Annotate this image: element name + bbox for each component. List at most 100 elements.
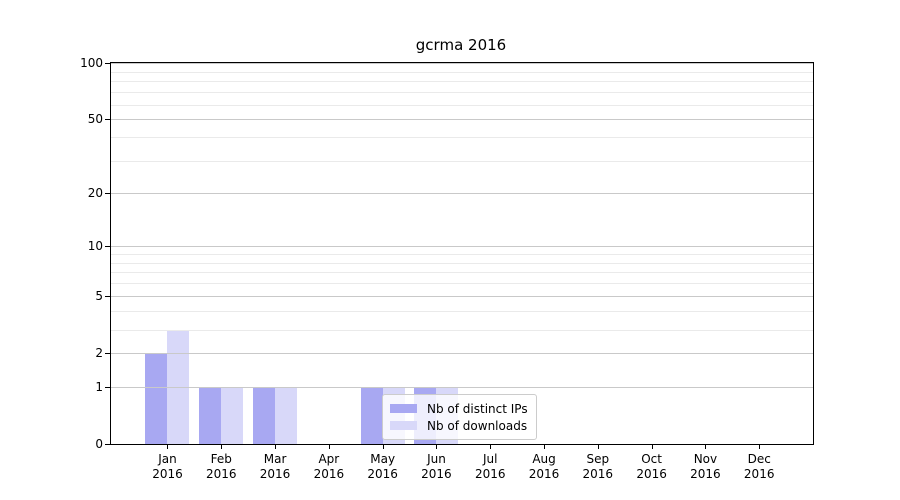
grid-layer <box>111 63 813 444</box>
minor-gridline <box>111 71 813 73</box>
x-tick-mark <box>167 444 169 449</box>
minor-gridline <box>111 137 813 139</box>
minor-gridline <box>111 311 813 313</box>
x-tick-label-line: 2016 <box>582 467 614 481</box>
plot-area: 0 1 2 5 10 20 50 100 Jan 2016 Feb 2016 Mar 2016 Apr 201… <box>80 56 814 481</box>
y-tick-mark <box>105 119 110 121</box>
minor-gridline <box>111 104 813 106</box>
y-tick-mark <box>105 353 110 355</box>
legend-swatch-downloads <box>390 421 417 430</box>
x-tick-label-line: 2016 <box>528 467 560 481</box>
y-tick-label: 5 <box>95 289 103 304</box>
x-tick-label-line: 2016 <box>259 467 291 481</box>
x-tick-label: Dec 2016 <box>729 452 789 482</box>
bar-distinct-ips <box>199 386 222 444</box>
minor-gridline <box>111 160 813 162</box>
legend-item-downloads: Nb of downloads <box>390 417 528 434</box>
y-tick-label: 0 <box>95 437 103 451</box>
minor-gridline <box>111 272 813 274</box>
x-tick-mark <box>705 444 707 449</box>
y-tick-label: 2 <box>95 346 103 361</box>
bar-distinct-ips <box>145 353 168 444</box>
legend-item-distinct-ips: Nb of distinct IPs <box>390 400 528 417</box>
minor-gridline <box>111 262 813 264</box>
x-tick-label-line: Jan <box>158 452 177 466</box>
minor-gridline <box>111 92 813 94</box>
x-tick-label-line: 2016 <box>367 467 398 481</box>
x-tick-label: Jul 2016 <box>460 452 520 482</box>
bar-downloads <box>221 386 244 444</box>
x-tick-label-line: Jun <box>427 452 446 466</box>
legend-label-distinct-ips: Nb of distinct IPs <box>427 401 528 416</box>
y-tick-label: 10 <box>87 239 103 254</box>
x-tick-label-line: Oct <box>641 452 662 466</box>
minor-gridline <box>111 283 813 285</box>
x-tick-label: Sep 2016 <box>568 452 628 482</box>
major-gridline <box>111 353 813 355</box>
bar-distinct-ips <box>360 386 383 444</box>
y-tick-mark <box>105 296 110 298</box>
x-tick-mark <box>328 444 330 449</box>
x-tick-mark <box>221 444 223 449</box>
x-tick-label: Oct 2016 <box>622 452 682 482</box>
x-tick-mark <box>651 444 653 449</box>
x-tick-label: Aug 2016 <box>514 452 574 482</box>
x-tick-mark <box>597 444 599 449</box>
x-tick-mark <box>759 444 761 449</box>
x-tick-label-line: Apr <box>318 452 340 466</box>
legend-swatch-distinct-ips <box>390 404 417 413</box>
x-tick-label-line: Jul <box>482 452 498 466</box>
x-tick-label-line: 2016 <box>205 467 237 481</box>
x-tick-label-line: Nov <box>693 452 718 466</box>
x-tick-label-line: 2016 <box>690 467 721 481</box>
x-tick-label: Mar 2016 <box>245 452 305 482</box>
x-tick-label-line: 2016 <box>474 467 506 481</box>
minor-gridline <box>111 253 813 255</box>
y-tick-label: 50 <box>87 112 103 127</box>
major-gridline <box>111 119 813 121</box>
y-tick-mark <box>105 192 110 194</box>
x-tick-label: Nov 2016 <box>675 452 735 482</box>
x-tick-label-line: Sep <box>586 452 610 466</box>
x-tick-label: Apr 2016 <box>299 452 359 482</box>
x-tick-label-line: 2016 <box>152 467 183 481</box>
major-gridline <box>111 63 813 64</box>
x-tick-mark <box>275 444 277 449</box>
x-tick-label-line: 2016 <box>313 467 345 481</box>
x-tick-label-line: May <box>370 452 396 466</box>
x-tick-label-line: 2016 <box>743 467 775 481</box>
major-gridline <box>111 192 813 194</box>
y-tick-label: 1 <box>95 379 103 394</box>
y-tick-mark <box>105 246 110 248</box>
x-tick-mark <box>382 444 384 449</box>
y-tick-label: 20 <box>87 185 103 200</box>
x-tick-label-line: 2016 <box>636 467 667 481</box>
major-gridline <box>111 386 813 388</box>
x-tick-label-line: 2016 <box>421 467 452 481</box>
y-tick-mark <box>105 63 110 64</box>
x-tick-mark <box>544 444 546 449</box>
y-tick-label: 100 <box>80 56 103 70</box>
bar-downloads <box>275 386 298 444</box>
x-tick-label: Feb 2016 <box>191 452 251 482</box>
x-tick-mark <box>490 444 492 449</box>
chart-title: gcrma 2016 <box>415 36 507 54</box>
x-tick-label-line: Feb <box>210 452 232 466</box>
x-tick-label: Jan 2016 <box>137 452 197 482</box>
minor-gridline <box>111 81 813 83</box>
major-gridline <box>111 246 813 248</box>
axis-ticks-layer: 0 1 2 5 10 20 50 100 Jan 2016 Feb 2016 Mar 2016 Apr 201… <box>80 56 813 481</box>
x-tick-label-line: Dec <box>747 452 771 466</box>
x-tick-label: Jun 2016 <box>406 452 466 482</box>
major-gridline <box>111 296 813 298</box>
x-tick-label-line: Aug <box>532 452 556 466</box>
legend: Nb of distinct IPs Nb of downloads <box>382 394 537 440</box>
y-tick-mark <box>105 444 110 445</box>
bar-distinct-ips <box>253 386 276 444</box>
x-tick-label: May 2016 <box>353 452 413 482</box>
legend-label-downloads: Nb of downloads <box>427 418 528 433</box>
minor-gridline <box>111 329 813 331</box>
x-tick-mark <box>436 444 438 449</box>
y-tick-mark <box>105 386 110 388</box>
